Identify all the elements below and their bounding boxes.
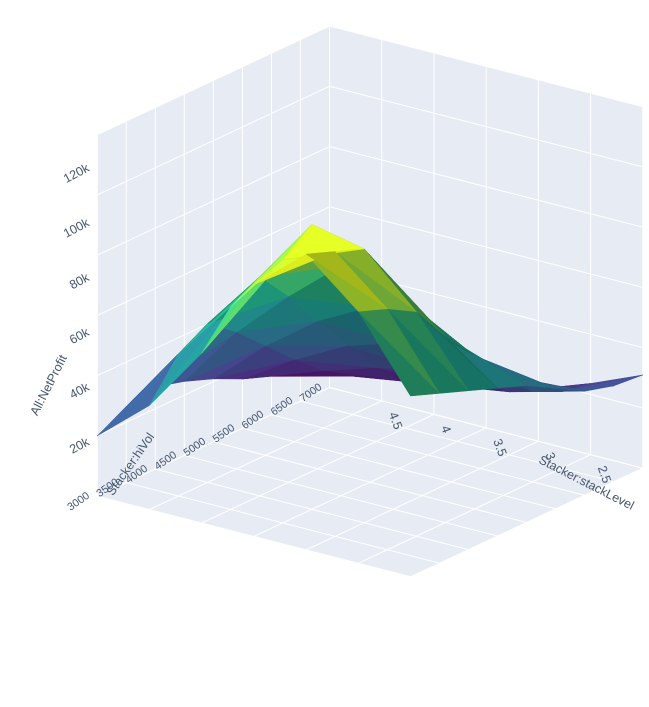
svg-text:120k: 120k [61,160,92,185]
svg-text:60k: 60k [67,325,92,347]
svg-text:100k: 100k [61,215,92,240]
svg-text:20k: 20k [67,434,92,456]
svg-text:80k: 80k [67,270,92,292]
svg-text:All:NetProfit: All:NetProfit [27,352,70,418]
svg-text:3000: 3000 [65,490,92,514]
svg-text:40k: 40k [67,380,92,402]
